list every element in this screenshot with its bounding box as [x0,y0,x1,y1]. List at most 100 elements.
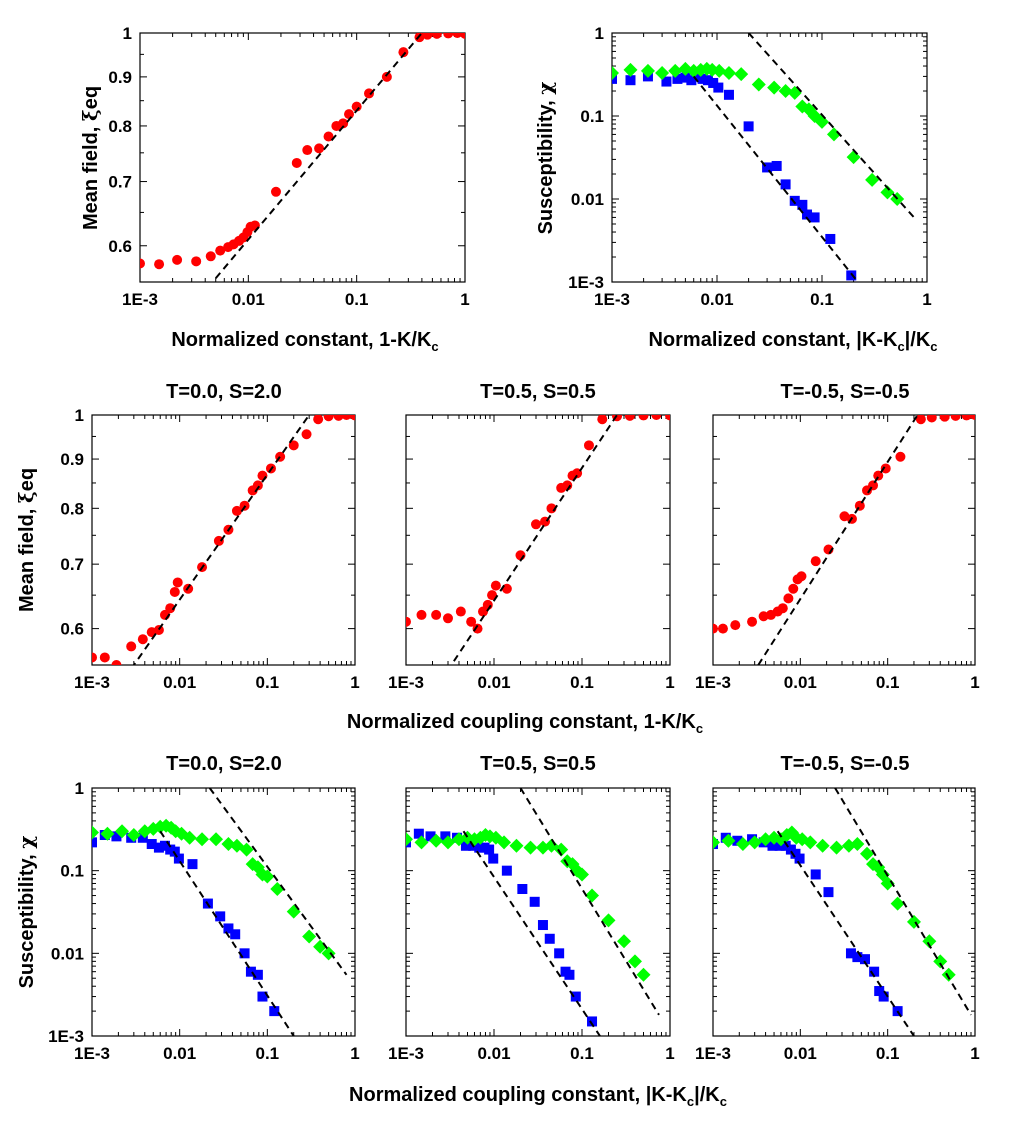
title-f: T=0.0, S=2.0 [166,753,282,775]
x-tick-label: 1 [665,1044,674,1063]
y-tick-label: 1 [595,24,604,43]
data-layer [612,33,918,282]
x-tick-label: 1E-3 [695,1044,731,1063]
mean-field-point [431,609,442,620]
mean-field-point [880,463,891,474]
mean-field-point [314,143,325,154]
fit-line [453,415,618,662]
square-point [252,969,263,980]
square-point [111,831,122,842]
y-tick-label: 1E-3 [48,1027,84,1046]
x-tick-label: 0.01 [477,673,510,692]
square-point [874,986,885,997]
square-point [878,991,889,1002]
square-point [767,840,778,851]
title-h: T=-0.5, S=-0.5 [781,753,910,775]
diamond-point [778,84,793,99]
mean-field-point [583,440,594,451]
square-point [153,842,164,853]
square-point [723,89,734,100]
data-layer [406,788,660,1036]
mean-field-point [153,625,164,636]
square-point [692,71,703,82]
diamond-point [721,833,736,848]
square-point [802,209,813,220]
diamond-point [429,833,444,848]
diamond-point [239,842,254,857]
xlabel-b: Normalized constant, |K-Kc|/Kc [648,329,937,354]
square-point [92,837,97,848]
square-point [869,966,880,977]
square-point [823,887,834,898]
mean-field-point [788,583,799,594]
diamond-point [712,63,727,78]
diamond-point [270,882,285,897]
diamond-point [846,150,861,165]
y-tick-label: 1 [75,779,84,798]
mean-field-point [398,47,409,58]
x-tick-label: 1E-3 [594,290,630,309]
mean-field-point [651,415,662,420]
mean-field-point [431,33,442,39]
x-tick-label: 0.1 [570,1044,594,1063]
x-tick-label: 1 [922,290,931,309]
diamond-point [735,837,750,852]
mean-field-point [111,660,122,665]
data-layer [406,415,670,662]
mean-field-point [783,593,794,604]
ylabel-b: Susceptibility, χ [533,82,557,235]
mean-field-point [638,415,649,421]
mean-field-point [416,609,427,620]
square-point [797,199,808,210]
diamond-point [815,838,830,853]
mean-field-point [270,186,281,197]
y-tick-label: 1 [123,24,132,43]
x-tick-label: 0.1 [256,1044,280,1063]
y-tick-label: 0.9 [60,450,84,469]
y-tick-label: 1 [75,406,84,425]
diamond-point [554,842,569,857]
mean-field-point [291,157,302,168]
diamond-point [585,888,600,903]
fit-line [519,788,660,1016]
mean-field-point [341,415,352,420]
diamond-point [440,835,455,850]
square-point [137,832,148,843]
square-point [146,839,157,850]
mean-field-point [126,641,137,652]
diamond-point [767,80,782,95]
diamond-point [922,934,937,949]
panel-d: 1E-3 0.01 0.1 1 [388,414,675,692]
diamond-point [601,913,616,928]
mean-field-point [301,429,312,440]
x-tick-label: 0.01 [163,1044,196,1063]
diamond-point [880,876,895,891]
square-point [846,270,857,281]
square-point [215,911,226,922]
diamond-point [451,832,466,847]
square-point [413,828,424,839]
x-tick-label: 0.1 [876,673,900,692]
panel-b: 1E-3 0.01 0.1 1 1E-3 0.01 0.1 1 [568,24,932,309]
diamond-point [865,172,880,187]
mean-field-point [165,603,176,614]
mean-field-point [915,415,926,425]
diamond-point [640,63,655,78]
y-tick-label: 0.01 [51,944,84,963]
mean-field-point [452,33,463,38]
fit-line [692,75,859,282]
square-point [680,72,691,83]
mean-field-point [597,415,608,425]
mean-field-point [140,258,145,269]
square-point [672,73,683,84]
plot-frame [405,414,671,666]
mean-field-point [215,245,226,256]
diamond-point [890,896,905,911]
square-point [789,195,800,206]
x-tick-label: 1 [350,673,359,692]
x-tick-label: 0.01 [477,1044,510,1063]
square-point [732,835,743,846]
mean-field-point [777,603,788,614]
mean-field-point [350,415,355,421]
